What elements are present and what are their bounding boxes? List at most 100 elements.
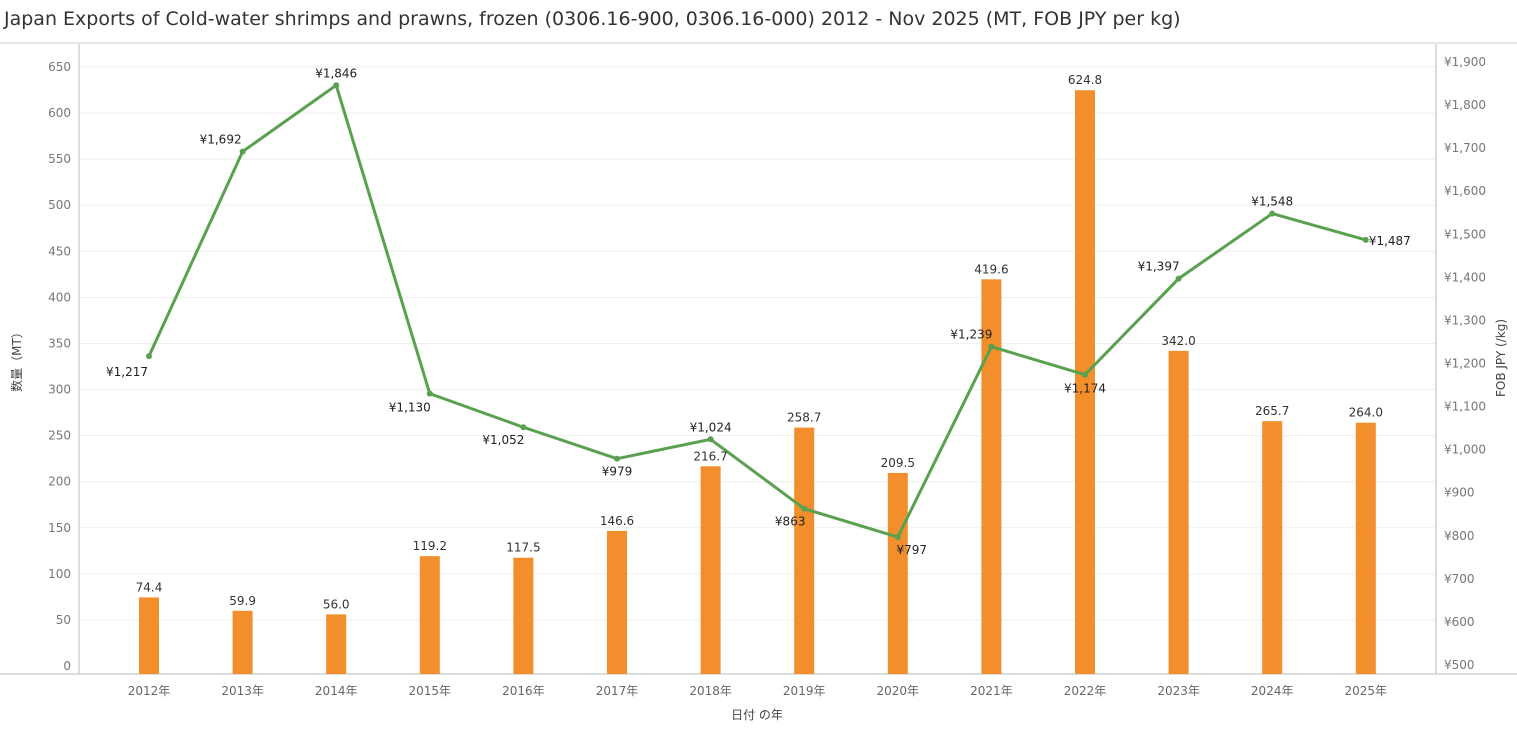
bar xyxy=(700,466,721,674)
y-tick-label: 50 xyxy=(56,613,71,627)
y-tick-label: 500 xyxy=(48,198,71,212)
y-tick-label: 0 xyxy=(63,659,71,673)
price-point xyxy=(1082,371,1088,378)
y2-tick-label: ¥600 xyxy=(1444,615,1475,629)
bar-value-label: 216.7 xyxy=(693,449,727,463)
line-series xyxy=(146,82,1369,541)
price-point xyxy=(333,82,340,89)
y2-tick-label: ¥1,000 xyxy=(1444,443,1486,457)
x-axis-title: 日付 の年 xyxy=(731,708,783,722)
price-value-label: ¥1,130 xyxy=(389,401,431,415)
bar xyxy=(326,614,347,674)
bar-value-label: 117.5 xyxy=(506,541,540,555)
bar xyxy=(1355,422,1376,674)
price-point xyxy=(1175,275,1182,282)
bar-value-label: 342.0 xyxy=(1161,334,1195,348)
bar xyxy=(419,556,440,674)
y2-tick-label: ¥1,800 xyxy=(1444,98,1486,112)
y-tick-label: 650 xyxy=(48,60,71,74)
x-tick-label: 2024年 xyxy=(1251,684,1294,698)
price-point xyxy=(801,505,808,512)
x-tick-label: 2017年 xyxy=(596,684,639,698)
bar xyxy=(887,472,908,674)
price-value-label: ¥1,052 xyxy=(482,433,524,447)
bar xyxy=(1168,350,1189,674)
y-tick-label: 450 xyxy=(48,244,71,258)
x-tick-label: 2016年 xyxy=(502,684,545,698)
price-value-label: ¥1,846 xyxy=(315,66,357,80)
x-tick-label: 2023年 xyxy=(1157,684,1200,698)
bar-value-label: 209.5 xyxy=(881,456,915,470)
x-tick-label: 2021年 xyxy=(970,684,1013,698)
x-tick-label: 2022年 xyxy=(1064,684,1107,698)
x-tick-label: 2020年 xyxy=(877,684,920,698)
price-line xyxy=(147,83,1367,539)
y-tick-label: 200 xyxy=(48,475,71,489)
axes: 0 50 100 150 200 250 300 350 400 450 500 550 600 650 ¥… xyxy=(0,44,1517,698)
y-tick-label: 250 xyxy=(48,429,71,443)
y2-tick-label: ¥1,300 xyxy=(1444,313,1486,327)
y2-tick-label: ¥1,600 xyxy=(1444,184,1486,198)
x-tick-label: 2013年 xyxy=(221,684,264,698)
price-point xyxy=(239,148,246,155)
y2-tick-label: ¥700 xyxy=(1444,572,1475,586)
bar xyxy=(1262,421,1283,674)
y2-axis-title: FOB JPY (/kg) xyxy=(1494,319,1508,397)
y-tick-label: 400 xyxy=(48,290,71,304)
bar-value-label: 146.6 xyxy=(600,514,634,528)
bar-value-label: 56.0 xyxy=(323,597,350,611)
price-point xyxy=(1269,210,1276,217)
bar xyxy=(139,597,159,674)
chart-title: Japan Exports of Cold-water shrimps and … xyxy=(4,8,1181,30)
price-point xyxy=(614,455,620,462)
y-axis-title: 数量（MT） xyxy=(9,326,24,392)
y-tick-label: 550 xyxy=(48,152,71,166)
y2-tick-label: ¥1,400 xyxy=(1444,270,1486,284)
gridlines xyxy=(79,66,1436,621)
y2-tick-label: ¥1,900 xyxy=(1444,55,1486,69)
price-point xyxy=(1362,236,1369,243)
price-value-label: ¥1,024 xyxy=(690,420,732,434)
bar-value-label: 74.4 xyxy=(136,580,163,594)
price-value-label: ¥1,217 xyxy=(106,365,148,379)
x-tick-label: 2015年 xyxy=(409,684,452,698)
y-tick-label: 150 xyxy=(48,521,71,535)
price-point xyxy=(146,353,152,360)
bar xyxy=(794,427,815,674)
x-tick-label: 2014年 xyxy=(315,684,358,698)
price-value-label: ¥1,397 xyxy=(1138,260,1180,274)
bar-value-label: 265.7 xyxy=(1255,404,1289,418)
bar-value-label: 258.7 xyxy=(787,411,821,425)
price-value-label: ¥1,239 xyxy=(950,328,992,342)
y-tick-label: 300 xyxy=(48,383,71,397)
bar-value-label: 419.6 xyxy=(974,262,1008,276)
y2-tick-label: ¥1,700 xyxy=(1444,141,1486,155)
y2-tick-label: ¥1,500 xyxy=(1444,227,1486,241)
bar-value-label: 59.9 xyxy=(229,594,256,608)
y2-tick-label: ¥1,100 xyxy=(1444,400,1486,414)
bar xyxy=(513,557,534,674)
x-tick-label: 2019年 xyxy=(783,684,826,698)
x-tick-label: 2012年 xyxy=(128,684,171,698)
bar xyxy=(981,279,1002,674)
price-point xyxy=(988,343,995,350)
price-value-label: ¥979 xyxy=(602,465,633,479)
price-value-label: ¥863 xyxy=(775,515,806,529)
bar-value-label: 119.2 xyxy=(413,539,447,553)
bar xyxy=(607,530,627,674)
y2-tick-label: ¥1,200 xyxy=(1444,357,1486,371)
y2-tick-label: ¥500 xyxy=(1444,658,1475,672)
price-value-label: ¥1,174 xyxy=(1064,382,1106,396)
bar-value-label: 264.0 xyxy=(1349,406,1383,420)
price-point xyxy=(426,390,433,397)
price-point xyxy=(894,534,901,541)
y-tick-label: 350 xyxy=(48,336,71,350)
y-tick-label: 100 xyxy=(48,567,71,581)
x-tick-label: 2018年 xyxy=(689,684,732,698)
price-value-label: ¥1,487 xyxy=(1369,234,1411,248)
y2-tick-label: ¥900 xyxy=(1444,486,1475,500)
price-value-label: ¥797 xyxy=(897,543,928,557)
price-value-label: ¥1,548 xyxy=(1251,195,1293,209)
